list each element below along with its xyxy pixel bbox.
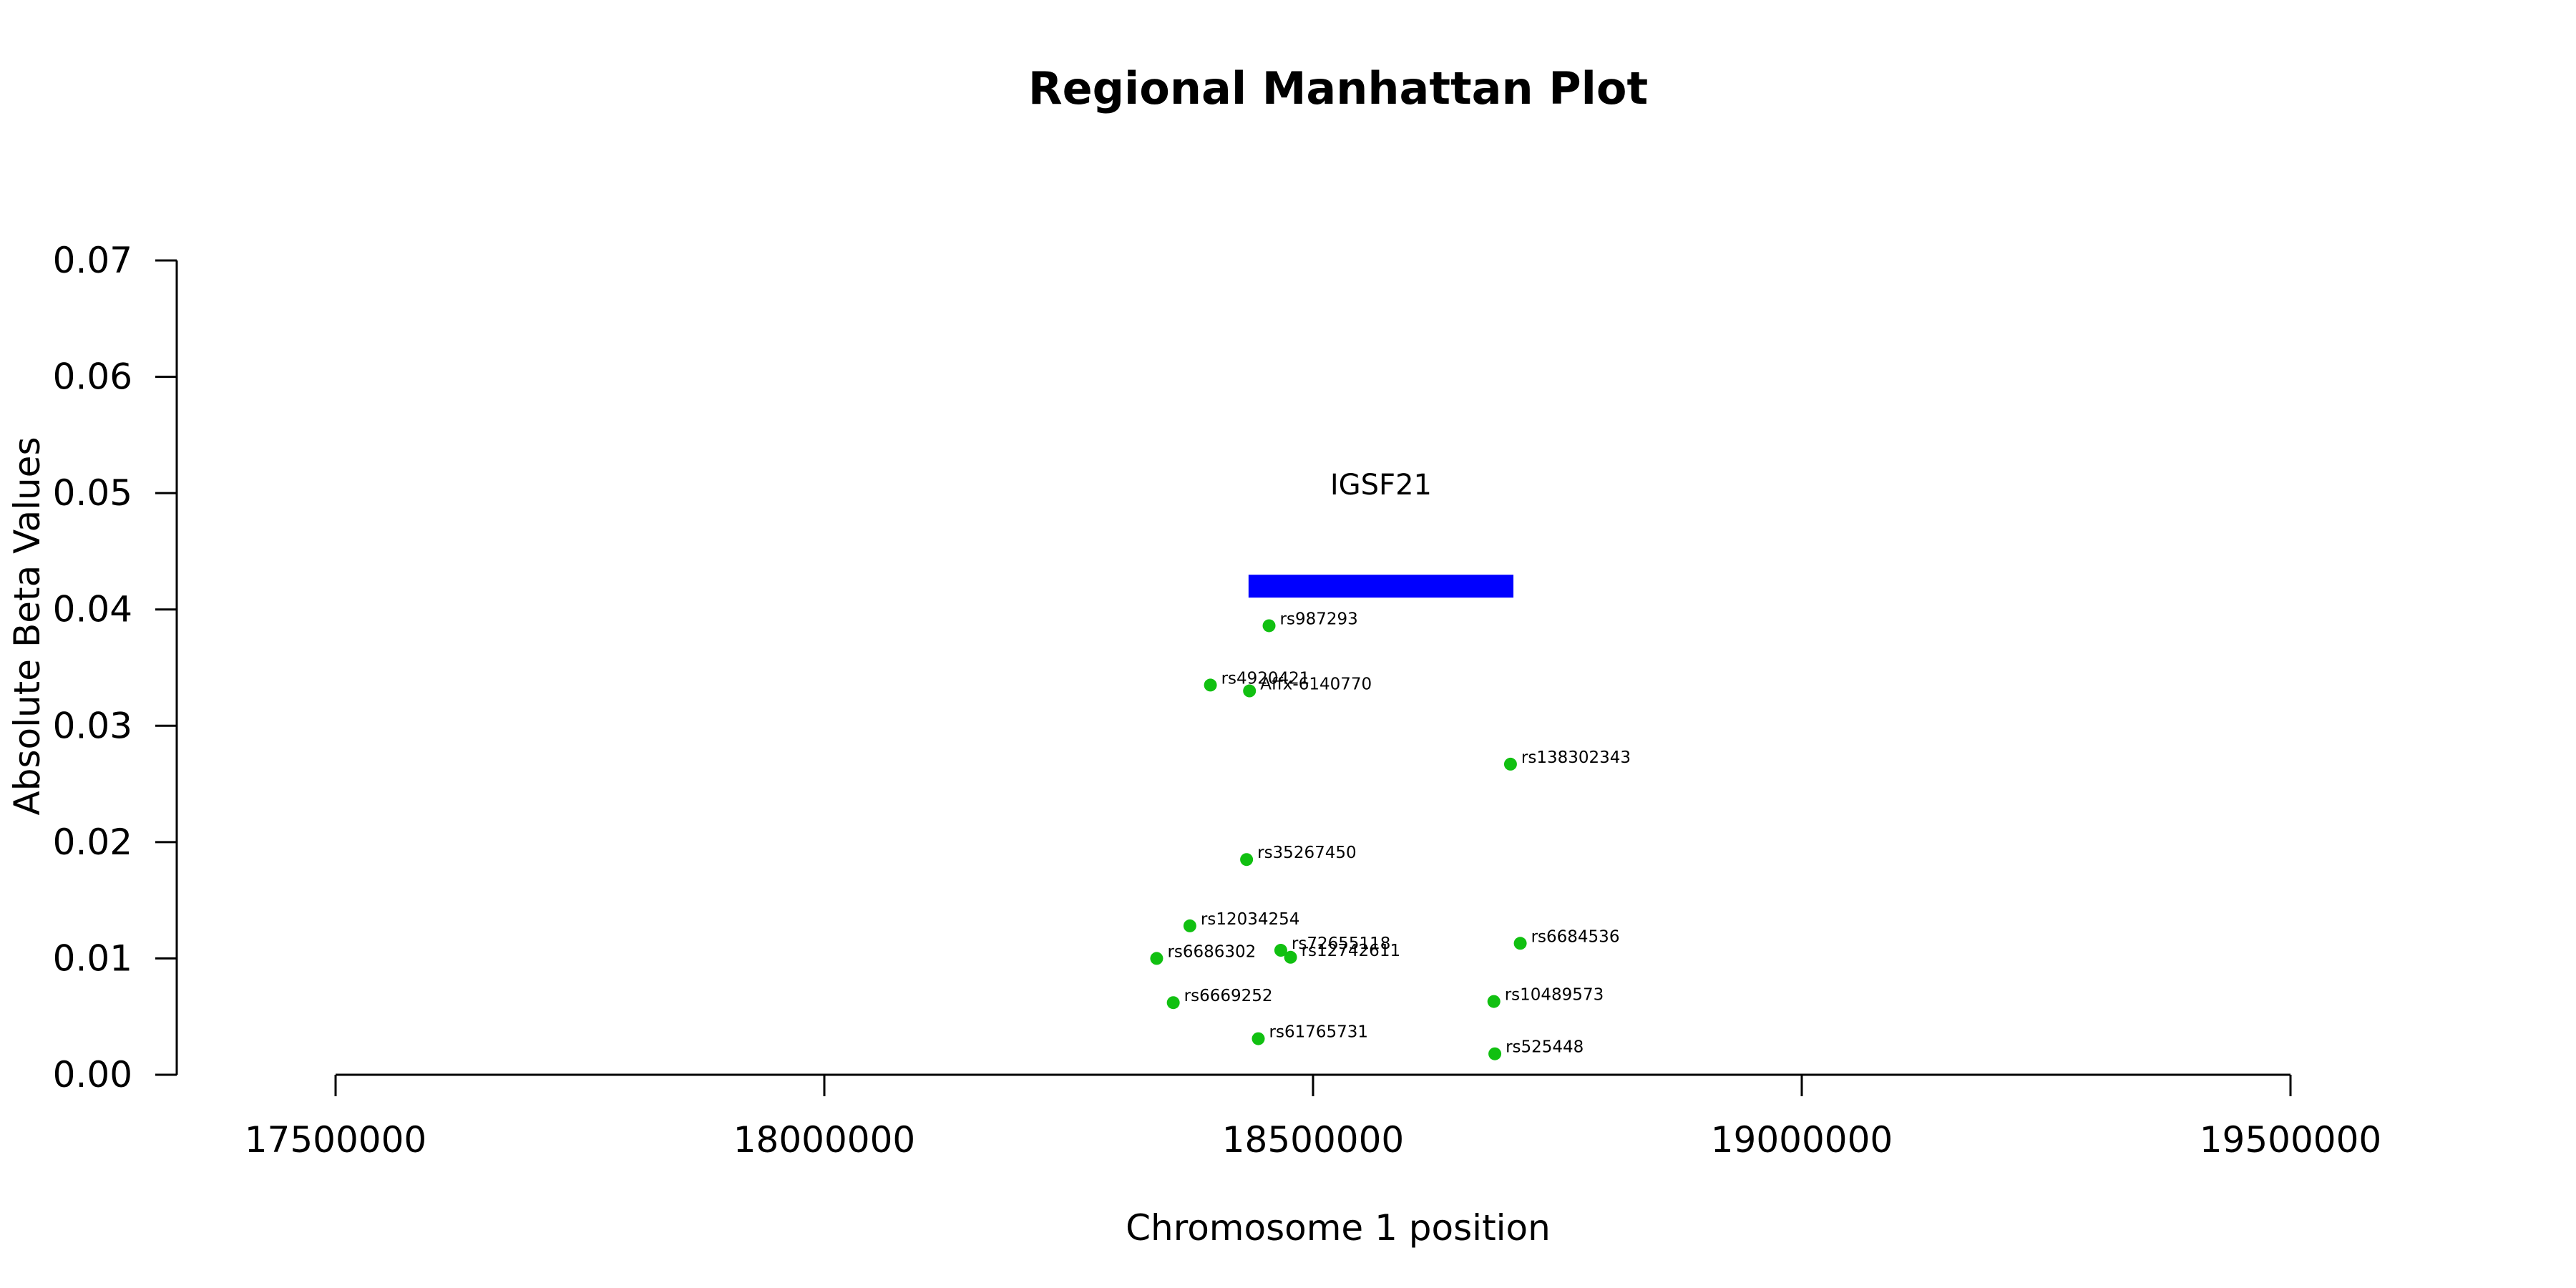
snp-label: rs138302343 <box>1521 748 1631 767</box>
y-tick-label: 0.04 <box>53 589 132 630</box>
y-axis-label: Absolute Beta Values <box>6 437 48 816</box>
x-axis-label: Chromosome 1 position <box>1126 1207 1551 1249</box>
snp-label: rs35267450 <box>1257 844 1357 862</box>
x-tick-label: 17500000 <box>245 1119 427 1161</box>
x-tick-label: 18500000 <box>1222 1119 1405 1161</box>
snp-point <box>1240 853 1254 867</box>
snp-label: rs6686302 <box>1167 942 1256 961</box>
y-tick-label: 0.06 <box>53 356 132 398</box>
snp-label: rs12034254 <box>1201 910 1300 929</box>
snp-label: rs6684536 <box>1531 927 1620 946</box>
gene-label: IGSF21 <box>1330 469 1432 502</box>
y-tick-label: 0.00 <box>53 1054 132 1096</box>
chart-title: Regional Manhattan Plot <box>1028 62 1648 114</box>
x-tick-label: 19000000 <box>1711 1119 1893 1161</box>
snp-label: rs525448 <box>1506 1038 1584 1057</box>
snp-label: rs4920421 <box>1221 669 1310 688</box>
snp-point <box>1150 952 1163 965</box>
snp-point <box>1252 1032 1265 1045</box>
y-tick-label: 0.03 <box>53 705 132 746</box>
y-axis: 0.00 0.01 0.02 0.03 0.04 0.05 0.06 0.07 <box>53 240 178 1096</box>
snp-point <box>1503 757 1517 771</box>
snp-point <box>1204 678 1217 692</box>
snp-point <box>1166 996 1180 1010</box>
snp-point <box>1487 995 1501 1008</box>
snp-point <box>1243 684 1257 698</box>
x-tick-label: 18000000 <box>733 1119 916 1161</box>
y-tick-label: 0.02 <box>53 821 132 863</box>
snp-point <box>1183 919 1196 932</box>
y-tick-label: 0.07 <box>53 240 132 281</box>
snp-point <box>1513 937 1527 950</box>
snp-label: rs987293 <box>1280 610 1358 628</box>
gene-bar <box>1248 575 1514 598</box>
y-tick-label: 0.05 <box>53 472 132 514</box>
snp-point <box>1284 950 1297 964</box>
snp-label: Affx-6140770 <box>1260 675 1372 694</box>
x-tick-label: 19500000 <box>2200 1119 2382 1161</box>
snp-label: rs12742611 <box>1302 942 1401 960</box>
snp-point <box>1262 619 1276 633</box>
gene-track: IGSF21 <box>1248 469 1514 598</box>
y-tick-label: 0.01 <box>53 937 132 979</box>
snp-label: rs72655118 <box>1292 935 1391 953</box>
snp-label: rs61765731 <box>1269 1023 1369 1042</box>
x-axis: 17500000 18000000 18500000 19000000 19500000 <box>245 1073 2382 1161</box>
snp-point <box>1274 944 1287 957</box>
snp-label: rs6669252 <box>1184 987 1273 1005</box>
snp-point <box>1488 1047 1502 1060</box>
snp-label: rs10489573 <box>1505 986 1604 1005</box>
